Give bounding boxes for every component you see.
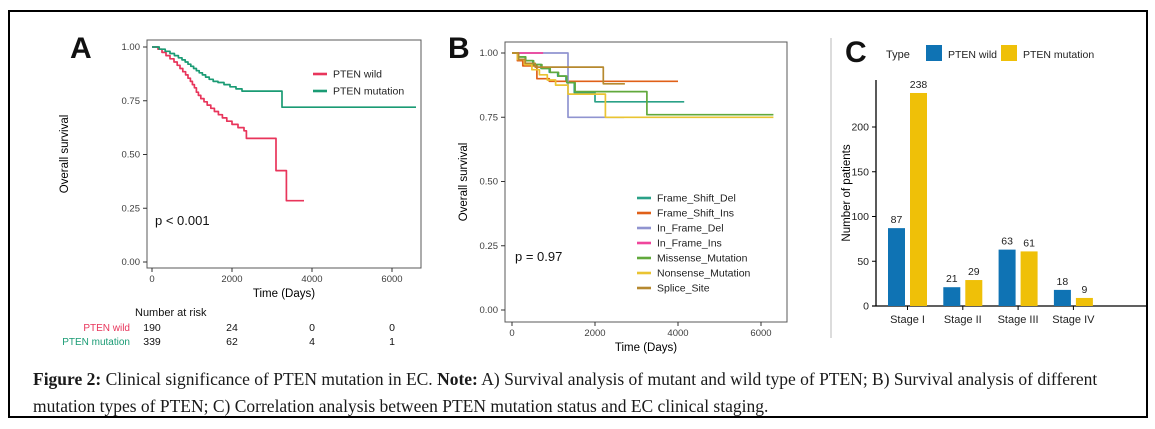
bar-value-label: 238 (910, 79, 928, 91)
y-tick-label: 50 (857, 256, 869, 268)
panel-c-label: C (845, 36, 867, 69)
x-tick-label: 6000 (750, 328, 771, 339)
y-tick-label: 1.00 (122, 42, 141, 53)
p-value: p < 0.001 (155, 213, 210, 228)
bar-value-label: 29 (968, 266, 980, 278)
km-curve-missense-mutation (512, 52, 774, 116)
x-axis-title: Time (Days) (615, 342, 677, 354)
legend-label: Frame_Shift_Ins (657, 208, 734, 220)
risk-count: 4 (309, 336, 315, 348)
legend-label: Frame_Shift_Del (657, 193, 736, 205)
bar-pten-mutation (1075, 297, 1093, 306)
x-tick-label: 6000 (381, 274, 402, 285)
caption-text-1: Clinical significance of PTEN mutation i… (101, 369, 438, 389)
risk-count: 62 (226, 336, 238, 348)
y-tick-label: 0 (863, 301, 869, 313)
y-tick-label: 0.25 (122, 203, 141, 214)
x-tick-label: 0 (509, 328, 514, 339)
legend-label: Splice_Site (657, 283, 710, 295)
bar-value-label: 87 (891, 214, 903, 226)
panel-b-survival-plot: 0.00 0.25 0.50 0.75 1.00 0 2000 4000 6000 Time (D… (458, 41, 788, 354)
legend-label: PTEN mutation (333, 86, 404, 98)
legend-title: Type (886, 49, 910, 61)
risk-count: 0 (309, 322, 315, 334)
legend-label: PTEN wild (333, 69, 382, 81)
panel-a-survival-plot: 0.00 0.25 0.50 0.75 1.00 0 2000 4000 6000 Time (D… (59, 39, 422, 348)
bar-pten-mutation (910, 92, 927, 307)
legend-swatch (1001, 45, 1017, 61)
y-tick-label: 1.00 (480, 48, 499, 59)
x-tick-label: 0 (149, 274, 154, 285)
p-value: p = 0.97 (515, 249, 562, 264)
y-tick-label: 0.00 (122, 257, 141, 268)
km-curve-nonsense-mutation (512, 52, 774, 119)
caption-figure-label: Figure 2: (33, 369, 102, 389)
panel-c-bar-chart: 0 50 100 150 200 Number of patients Stage I 87 2… (841, 45, 1146, 326)
legend-label: In_Frame_Del (657, 223, 724, 235)
legend-swatch (926, 45, 942, 61)
km-curve-pten-wild (152, 46, 304, 202)
panel-divider-line (830, 38, 832, 338)
y-tick-label: 200 (851, 122, 869, 134)
risk-count: 0 (389, 322, 395, 334)
y-axis-title: Number of patients (841, 144, 853, 241)
category-label: Stage I (890, 314, 925, 326)
km-curve-pten-mutation (152, 46, 416, 109)
risk-row-label: PTEN wild (83, 323, 130, 334)
category-label: Stage III (998, 314, 1039, 326)
category-label: Stage IV (1052, 314, 1095, 326)
risk-count: 190 (143, 322, 161, 334)
risk-count: 24 (226, 322, 238, 334)
y-tick-label: 0.50 (480, 177, 499, 188)
bar-pten-mutation (1020, 251, 1038, 306)
y-tick-label: 100 (851, 211, 869, 223)
caption-text-2: A) Survival analysis of mutant and wild … (33, 369, 1098, 416)
y-tick-label: 0.75 (122, 96, 141, 107)
panel-a-label: A (70, 32, 92, 65)
legend-label: In_Frame_Ins (657, 238, 722, 250)
x-tick-label: 4000 (667, 328, 688, 339)
x-tick-label: 2000 (584, 328, 605, 339)
plot-frame (504, 41, 788, 323)
bar-value-label: 18 (1057, 276, 1069, 288)
y-tick-label: 0.25 (480, 241, 499, 252)
x-axis-title: Time (Days) (253, 288, 315, 300)
risk-row-label: PTEN mutation (62, 337, 130, 348)
legend-label: PTEN mutation (1023, 49, 1094, 61)
x-tick-label: 2000 (221, 274, 242, 285)
legend-label: PTEN wild (948, 49, 997, 61)
y-tick-label: 0.00 (480, 305, 499, 316)
bar-pten-wild (1053, 289, 1071, 306)
risk-table-title: Number at risk (135, 307, 207, 319)
figure-border (8, 10, 1148, 418)
risk-count: 1 (389, 336, 395, 348)
legend-label: Missense_Mutation (657, 253, 748, 265)
y-tick-label: 150 (851, 166, 869, 178)
figure-caption: Figure 2: Clinical significance of PTEN … (33, 366, 1121, 420)
bar-pten-wild (888, 228, 905, 306)
risk-count: 339 (143, 336, 161, 348)
bar-value-label: 63 (1001, 236, 1013, 248)
bar-value-label: 9 (1081, 284, 1087, 296)
bar-value-label: 21 (946, 273, 958, 285)
y-axis-title: Overall survival (59, 115, 71, 194)
panel-b-label: B (448, 32, 470, 65)
caption-note-label: Note: (437, 369, 478, 389)
bar-pten-mutation (965, 280, 983, 306)
bar-value-label: 61 (1023, 237, 1035, 249)
x-tick-label: 4000 (301, 274, 322, 285)
category-label: Stage II (944, 314, 982, 326)
km-curve-splice-site (512, 52, 625, 85)
y-axis-title: Overall survival (458, 143, 470, 222)
y-tick-label: 0.75 (480, 112, 499, 123)
legend-label: Nonsense_Mutation (657, 268, 751, 280)
bar-pten-wild (998, 249, 1016, 306)
bar-pten-wild (943, 287, 961, 306)
y-tick-label: 0.50 (122, 150, 141, 161)
